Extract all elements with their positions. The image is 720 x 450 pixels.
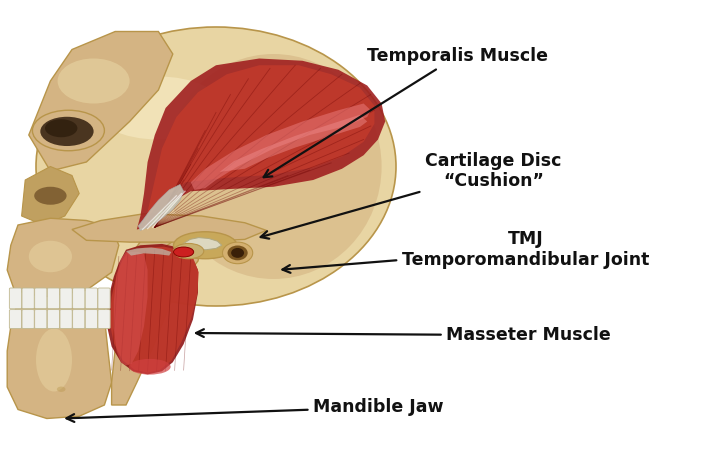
Ellipse shape: [231, 248, 244, 258]
FancyBboxPatch shape: [35, 288, 47, 309]
FancyBboxPatch shape: [60, 310, 72, 328]
Polygon shape: [114, 252, 148, 365]
FancyBboxPatch shape: [60, 288, 72, 309]
Ellipse shape: [58, 58, 130, 104]
Polygon shape: [112, 234, 202, 405]
Polygon shape: [22, 166, 79, 225]
Ellipse shape: [174, 243, 204, 259]
Polygon shape: [29, 32, 173, 171]
FancyBboxPatch shape: [98, 310, 110, 328]
Ellipse shape: [222, 242, 253, 264]
FancyBboxPatch shape: [9, 288, 22, 309]
Ellipse shape: [32, 110, 104, 151]
Text: Cartilage Disc
“Cushion”: Cartilage Disc “Cushion”: [261, 152, 562, 238]
Ellipse shape: [129, 359, 171, 374]
Polygon shape: [107, 244, 198, 374]
Polygon shape: [191, 104, 371, 190]
Ellipse shape: [35, 187, 67, 205]
Text: Temporalis Muscle: Temporalis Muscle: [264, 47, 548, 177]
Ellipse shape: [45, 119, 78, 137]
Polygon shape: [109, 247, 199, 373]
FancyBboxPatch shape: [9, 310, 22, 328]
Polygon shape: [183, 238, 222, 250]
Text: TMJ
Temporomandibular Joint: TMJ Temporomandibular Joint: [282, 230, 649, 273]
Text: Mandible Jaw: Mandible Jaw: [66, 398, 444, 422]
Ellipse shape: [166, 54, 382, 279]
FancyBboxPatch shape: [85, 288, 97, 309]
Ellipse shape: [57, 387, 66, 392]
FancyBboxPatch shape: [22, 310, 35, 328]
FancyBboxPatch shape: [48, 310, 60, 328]
Polygon shape: [7, 230, 176, 418]
Ellipse shape: [40, 117, 94, 146]
Polygon shape: [126, 248, 171, 256]
FancyBboxPatch shape: [98, 288, 110, 309]
Ellipse shape: [174, 247, 194, 257]
Text: Masseter Muscle: Masseter Muscle: [196, 326, 611, 344]
Polygon shape: [72, 214, 266, 242]
Ellipse shape: [94, 76, 223, 140]
Polygon shape: [7, 218, 119, 297]
Polygon shape: [144, 65, 374, 229]
FancyBboxPatch shape: [48, 288, 60, 309]
Polygon shape: [137, 58, 385, 230]
Ellipse shape: [174, 232, 237, 259]
FancyBboxPatch shape: [35, 310, 47, 328]
Polygon shape: [220, 115, 367, 172]
FancyBboxPatch shape: [85, 310, 97, 328]
Ellipse shape: [228, 246, 248, 261]
Polygon shape: [138, 184, 184, 230]
Ellipse shape: [36, 328, 72, 392]
Ellipse shape: [29, 241, 72, 272]
Ellipse shape: [36, 27, 396, 306]
FancyBboxPatch shape: [22, 288, 35, 309]
FancyBboxPatch shape: [73, 288, 85, 309]
FancyBboxPatch shape: [73, 310, 85, 328]
